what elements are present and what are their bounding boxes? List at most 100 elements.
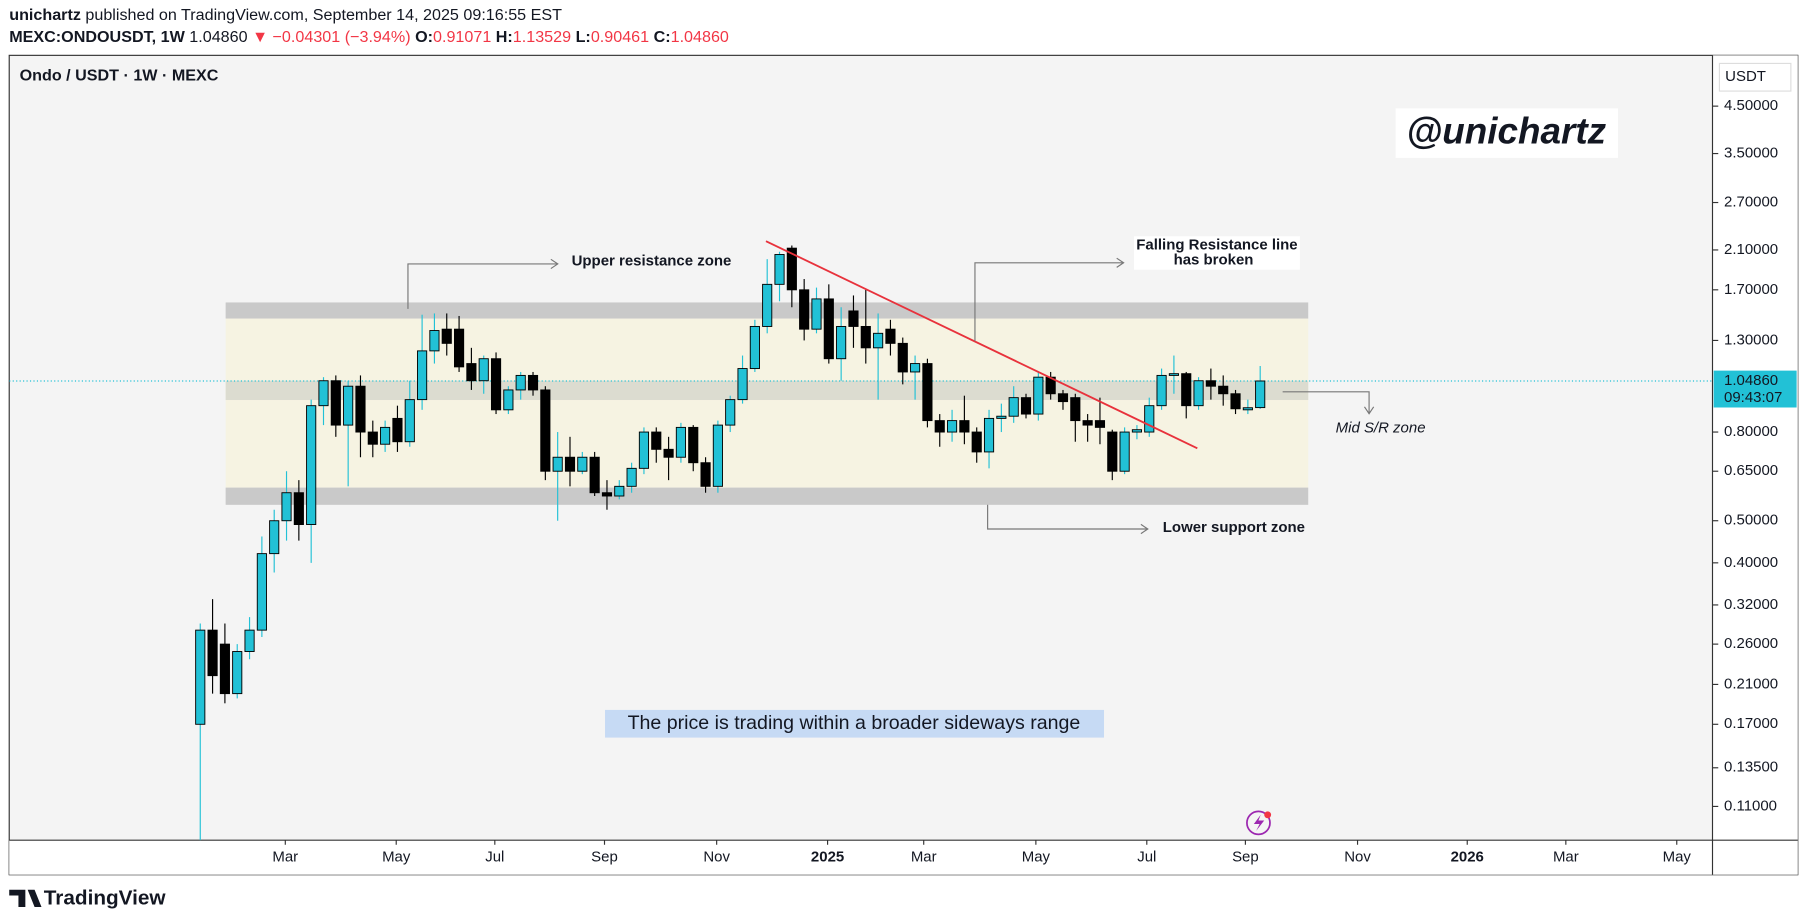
symbol: MEXC:ONDOUSDT, 1W (9, 28, 185, 46)
candle-body (638, 431, 650, 469)
candle-body (1205, 380, 1216, 387)
annotation: has broken (1174, 251, 1254, 268)
x-tick-label: May (1663, 848, 1692, 865)
candle-body (983, 417, 995, 453)
y-tick-label: 2.70000 (1724, 193, 1778, 210)
candle-body (1119, 431, 1130, 472)
zone (225, 318, 1309, 488)
candle-body (749, 325, 760, 370)
publisher: unichartz (9, 6, 81, 24)
candle-body (626, 467, 637, 487)
candle-body (614, 485, 625, 497)
callouts (407, 257, 1375, 535)
candle-body (232, 651, 243, 695)
x-tick-label: Sep (1232, 848, 1259, 865)
icon[interactable] (1246, 810, 1271, 836)
x-tick-label: Mar (272, 848, 298, 865)
x-tick-label: Mar (911, 848, 937, 865)
candle-body (343, 385, 354, 426)
low: 0.90461 (591, 28, 649, 46)
y-tick-label: 0.26000 (1724, 635, 1778, 652)
y-tick-label: 2.10000 (1724, 241, 1778, 258)
y-tick-label: 1.70000 (1724, 281, 1778, 298)
candle-body (466, 363, 477, 382)
brand-logo (9, 889, 42, 907)
y-tick-label: 4.50000 (1724, 97, 1778, 114)
o-key: O: (415, 28, 433, 46)
currency-box (1718, 62, 1792, 92)
callout-arrow (407, 258, 559, 309)
zone (225, 380, 1309, 401)
candle-body (417, 350, 428, 401)
candle-body (1242, 407, 1253, 411)
x-tick-label: Nov (1344, 848, 1371, 865)
candle-body (860, 325, 871, 349)
candle-body (897, 342, 908, 373)
x-tick-label: May (1022, 848, 1051, 865)
y-tick-label: 1.30000 (1724, 331, 1778, 348)
candle-body (1193, 380, 1204, 407)
y-tick-label: 3.50000 (1724, 145, 1778, 162)
candle-body (1255, 380, 1266, 409)
candle-body (1168, 373, 1179, 376)
candle-body (811, 298, 822, 330)
chart-title: Ondo / USDT · 1W · MEXC (20, 66, 219, 84)
candle-body (577, 456, 588, 472)
candle-body (478, 358, 489, 382)
candle-body (823, 298, 834, 360)
note: The price is trading within a broader si… (628, 712, 1081, 734)
candle-body (367, 431, 378, 445)
candle-body (1107, 431, 1118, 472)
candle-body (219, 643, 230, 695)
y-tick-label: 0.13500 (1724, 759, 1778, 776)
candle-body (318, 380, 329, 407)
candle-body (700, 462, 711, 487)
candle-body (380, 426, 391, 445)
published: published on TradingView.com, September … (85, 6, 562, 24)
candle-body (392, 417, 403, 443)
candle-body (971, 431, 982, 453)
annotation: Lower support zone (1163, 519, 1305, 536)
candle-body (589, 456, 600, 494)
candle-body (934, 420, 945, 433)
open: 0.91071 (433, 28, 491, 46)
candle-body (836, 325, 847, 360)
x-tick-label: Nov (703, 848, 730, 865)
y-tick-label: 0.80000 (1724, 423, 1778, 440)
candle-body (404, 399, 415, 443)
icon-dot (1264, 811, 1272, 819)
l-key: L: (576, 28, 591, 46)
y-tick-label: 0.50000 (1724, 512, 1778, 529)
price-label-box (1713, 370, 1797, 408)
candle-body (256, 553, 267, 631)
currency: USDT (1725, 68, 1766, 85)
candle-body (922, 363, 933, 422)
candle-body (848, 310, 859, 327)
candle-body (946, 420, 958, 433)
y-tick-label: 0.11000 (1724, 797, 1777, 814)
y-tick-label: 0.32000 (1724, 596, 1778, 613)
last: 1.04860 (189, 28, 247, 46)
candle-body (910, 363, 921, 373)
candle-body (799, 289, 810, 330)
candle-body (355, 385, 366, 433)
watermark: @unichartz (1406, 110, 1606, 151)
trendline (765, 240, 1198, 450)
candle-body (712, 424, 723, 487)
candle-body (1230, 393, 1241, 410)
candle-body (959, 420, 970, 433)
candle-body (1057, 393, 1069, 403)
y-tick-label: 0.40000 (1724, 554, 1778, 571)
candle-body (564, 456, 576, 472)
price-label: 1.04860 (1724, 372, 1778, 389)
candle-body (429, 330, 440, 352)
x-tick-label: Sep (591, 848, 618, 865)
candle-body (552, 456, 563, 472)
candle-body (269, 520, 280, 555)
candle-body (207, 629, 218, 677)
candle-body (441, 328, 452, 344)
publish-line: unichartz published on TradingView.com, … (9, 6, 562, 24)
candle-body (774, 254, 785, 285)
candle-body (1008, 397, 1019, 417)
